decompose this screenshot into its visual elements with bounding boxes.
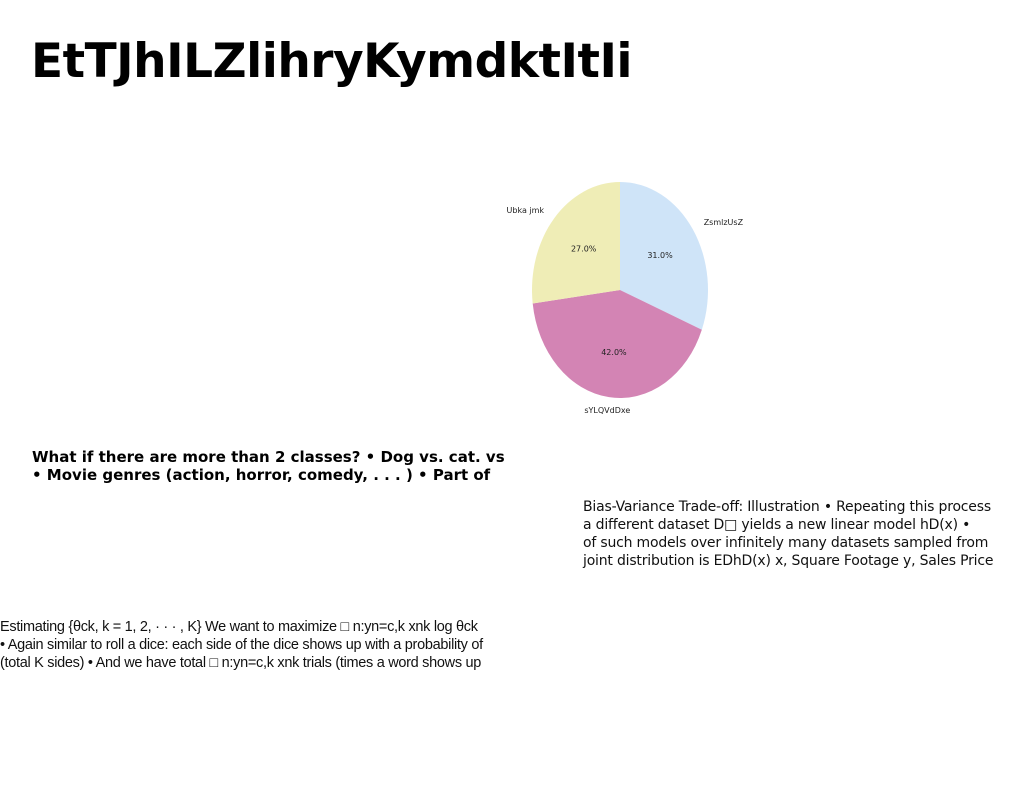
text-line: a different dataset D□ yields a new line… <box>583 517 971 533</box>
text-line: What if there are more than 2 classes? •… <box>32 448 505 466</box>
estimating-text-block: Estimating {θck, k = 1, 2, · · · , K} We… <box>0 618 570 672</box>
text-line: joint distribution is EDhD(x) x, Square … <box>583 553 994 569</box>
slice-category-label: Ubka jmk <box>507 206 545 215</box>
text-line: Estimating {θck, k = 1, 2, · · · , K} We… <box>0 619 478 635</box>
slice-percent-label: 31.0% <box>647 251 673 260</box>
page-title: EtTJhILZlihryKymdktItIi <box>31 34 633 89</box>
text-line: of such models over infinitely many data… <box>583 535 989 551</box>
text-line: • Again similar to roll a dice: each sid… <box>0 637 483 653</box>
pie-slice <box>620 182 708 330</box>
pie-chart: 31.0% ZsmlzUsZ 42.0% sYLQVdDxe 27.0% Ubka jmk <box>490 170 760 420</box>
text-line: • Movie genres (action, horror, comedy, … <box>32 466 491 484</box>
slice-category-label: ZsmlzUsZ <box>704 218 744 227</box>
pie-slice <box>532 290 702 398</box>
pie-slice <box>532 182 620 304</box>
pie-chart-svg: 31.0% ZsmlzUsZ 42.0% sYLQVdDxe 27.0% Ubka jmk <box>507 182 744 415</box>
text-line: (total K sides) • And we have total □ n:… <box>0 655 482 671</box>
text-line: Bias-Variance Trade-off: Illustration • … <box>583 499 991 515</box>
slice-category-label: sYLQVdDxe <box>584 406 630 415</box>
bias-variance-text-block: Bias-Variance Trade-off: Illustration • … <box>583 498 1013 570</box>
slice-percent-label: 42.0% <box>601 348 627 357</box>
classes-text-block: What if there are more than 2 classes? •… <box>32 448 552 484</box>
slice-percent-label: 27.0% <box>571 245 597 254</box>
